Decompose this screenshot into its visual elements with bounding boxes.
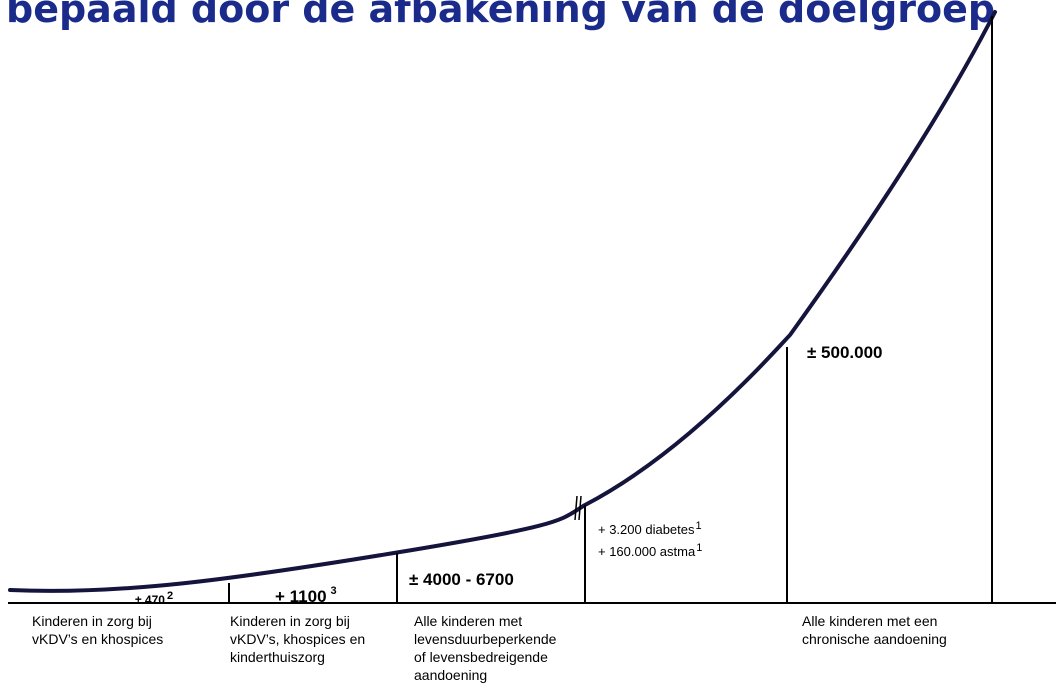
category-4: Alle kinderen met een chronische aandoen…	[802, 613, 947, 647]
note-astma-sup: 1	[696, 542, 702, 554]
category-3-line-1: Alle kinderen met	[414, 613, 522, 629]
break-mark-2	[578, 495, 582, 521]
category-4-line-2: chronische aandoening	[802, 631, 947, 647]
category-1-line-1: Kinderen in zorg bij	[32, 613, 152, 629]
note-diabetes: + 3.200 diabetes1	[598, 520, 702, 537]
category-1: Kinderen in zorg bij vKDV’s en khospices	[32, 613, 163, 647]
value-1100-text: + 1100	[275, 587, 327, 606]
value-470: ± 470 2	[135, 590, 173, 607]
value-1100: + 1100 3	[275, 585, 337, 606]
note-diabetes-sup: 1	[696, 520, 702, 532]
category-2-line-1: Kinderen in zorg bij	[230, 613, 350, 629]
category-2-line-3: kinderthuiszorg	[230, 649, 325, 665]
note-diabetes-text: + 3.200 diabetes	[598, 522, 695, 537]
value-500000: ± 500.000	[807, 343, 883, 362]
category-3-line-3: of levensbedreigende	[414, 649, 548, 665]
category-1-line-2: vKDV’s en khospices	[32, 631, 163, 647]
value-4000: ± 4000 - 6700	[409, 570, 514, 589]
category-2: Kinderen in zorg bij vKDV’s, khospices e…	[230, 613, 369, 665]
category-3: Alle kinderen met levensduurbeperkende o…	[414, 613, 560, 683]
value-470-sup: 2	[167, 590, 173, 602]
note-astma-text: + 160.000 astma	[598, 544, 696, 559]
category-3-line-2: levensduurbeperkende	[414, 631, 557, 647]
category-3-line-4: aandoening	[414, 667, 487, 683]
category-2-line-2: vKDV’s, khospices en	[230, 631, 365, 647]
value-470-text: ± 470	[135, 593, 165, 607]
break-mark-1	[574, 495, 578, 521]
growth-curve	[8, 10, 997, 593]
value-1100-sup: 3	[331, 585, 337, 597]
note-astma: + 160.000 astma1	[598, 542, 702, 559]
diagram-title: bepaald door de afbakening van de doelgr…	[6, 0, 995, 31]
category-4-line-1: Alle kinderen met een	[802, 613, 937, 629]
